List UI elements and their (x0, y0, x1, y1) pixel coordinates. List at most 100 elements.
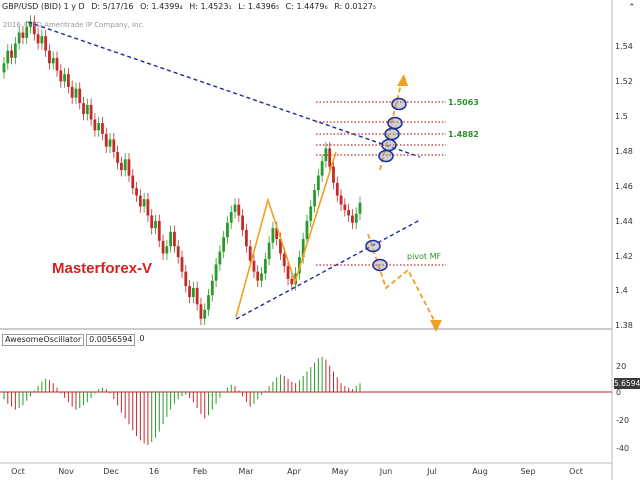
brand-label: Masterforex-V (52, 260, 153, 277)
candle-body (123, 159, 127, 171)
candle-body (40, 36, 44, 44)
oscillator-param: 0 (137, 334, 147, 344)
candle-body (51, 57, 55, 64)
oscillator-current-value: 5.65941 (614, 378, 640, 389)
candle-body (347, 210, 351, 216)
candle-body (313, 190, 316, 207)
candle-body (275, 228, 279, 240)
time-tick-label: Jun (379, 467, 393, 476)
date-label: D: 5/17/16 (91, 2, 134, 11)
time-tick-label: Dec (103, 467, 118, 476)
candle-body (324, 148, 328, 162)
candle-body (101, 123, 104, 134)
price-tick-label: 1.38 (615, 321, 633, 330)
candle-body (282, 253, 286, 267)
oscillator-histogram (3, 356, 361, 445)
candle-body (10, 50, 13, 58)
candle-body (55, 57, 59, 71)
candle-body (260, 273, 263, 281)
marker-circles (365, 97, 407, 272)
candle-body (157, 220, 161, 241)
candle-body (112, 139, 116, 153)
candle-body (184, 271, 188, 287)
candle-body (218, 251, 222, 265)
time-tick-label: Oct (569, 467, 583, 476)
candle-body (116, 152, 120, 163)
candle-body (358, 202, 362, 214)
candle-body (97, 123, 101, 131)
candle-body (120, 162, 123, 171)
circle-marker (387, 116, 403, 130)
time-tick-label: May (332, 467, 349, 476)
circle-marker (391, 97, 407, 111)
time-tick-label: Sep (520, 467, 535, 476)
candle-body (32, 21, 36, 35)
oscillator-tick-label: 0 (616, 388, 621, 397)
candle-body (351, 215, 354, 223)
collapse-icon[interactable]: ⌃ (628, 2, 636, 12)
price-tick-label: 1.5 (615, 112, 628, 121)
candle-body (13, 43, 17, 58)
price-tick-label: 1.42 (615, 252, 633, 261)
candle-body (328, 148, 332, 167)
candle-body (343, 204, 347, 211)
candle-body (131, 175, 135, 189)
high-label: H: 1.4523₁ (189, 2, 232, 11)
level-label-upper: 1.5063 (448, 98, 479, 107)
circle-marker (378, 149, 394, 163)
candle-body (161, 240, 165, 254)
candle-body (241, 215, 244, 230)
oscillator-value: 0.0056594 (86, 334, 136, 346)
candle-body (207, 295, 210, 310)
symbol-label: GBP/USD (BID) 1 y D (2, 2, 85, 11)
circle-marker (372, 258, 388, 272)
time-tick-label: 16 (149, 467, 159, 476)
candle-body (263, 258, 267, 274)
candle-body (127, 159, 131, 176)
price-tick-label: 1.54 (615, 42, 633, 51)
low-label: L: 1.4396₅ (238, 2, 280, 11)
candle-body (214, 264, 218, 281)
candle-body (354, 213, 358, 223)
oscillator-header: AwesomeOscillator 0.0056594 0 (2, 334, 149, 346)
oscillator-name[interactable]: AwesomeOscillator (2, 334, 85, 346)
circle-marker (365, 239, 381, 253)
candle-body (286, 266, 290, 279)
candle-body (70, 86, 74, 98)
zigzag-pattern (235, 151, 337, 318)
candle-body (93, 119, 97, 131)
candle-body (237, 204, 241, 216)
candle-body (82, 103, 85, 115)
oscillator-tick-label: 20 (616, 362, 626, 371)
candle-body (335, 182, 339, 196)
candle-body (165, 246, 169, 254)
candle-body (279, 239, 282, 254)
time-tick-label: Mar (238, 467, 254, 476)
candle-body (142, 199, 146, 207)
candle-body (252, 260, 256, 272)
candle-body (169, 231, 173, 247)
circle-marker (381, 138, 397, 152)
candle-body (298, 257, 301, 274)
candle-body (180, 257, 184, 272)
oscillator-axis: 20 0 -20 -40 (616, 362, 629, 453)
candle-body (226, 222, 229, 238)
projection-down-line (367, 233, 437, 325)
price-axis: 1.54 1.52 1.5 1.48 1.46 1.44 1.42 1.4 1.38 (615, 42, 633, 330)
candle-body (104, 133, 108, 147)
time-tick-label: Feb (193, 467, 207, 476)
arrow-up-icon (397, 74, 408, 86)
candle-body (25, 27, 29, 38)
open-label: O: 1.4399₄ (140, 2, 183, 11)
candle-body (29, 21, 32, 28)
pivot-label: pivot MF (407, 252, 442, 261)
candle-body (154, 220, 157, 229)
candle-body (210, 280, 214, 296)
time-tick-label: Nov (58, 467, 74, 476)
range-label: R: 0.0127₅ (334, 2, 376, 11)
time-tick-label: Jul (426, 467, 437, 476)
oscillator-tick-label: -20 (616, 416, 629, 425)
candle-body (21, 32, 25, 38)
